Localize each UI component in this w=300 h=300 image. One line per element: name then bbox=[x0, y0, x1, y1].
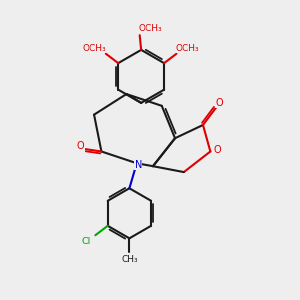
Text: O: O bbox=[214, 145, 221, 155]
Text: CH₃: CH₃ bbox=[121, 255, 138, 264]
Text: O: O bbox=[216, 98, 224, 108]
Text: OCH₃: OCH₃ bbox=[175, 44, 199, 53]
Text: O: O bbox=[76, 141, 84, 151]
Text: OCH₃: OCH₃ bbox=[138, 24, 162, 33]
Text: N: N bbox=[134, 160, 142, 170]
Text: Cl: Cl bbox=[82, 237, 91, 246]
Text: OCH₃: OCH₃ bbox=[82, 44, 106, 53]
